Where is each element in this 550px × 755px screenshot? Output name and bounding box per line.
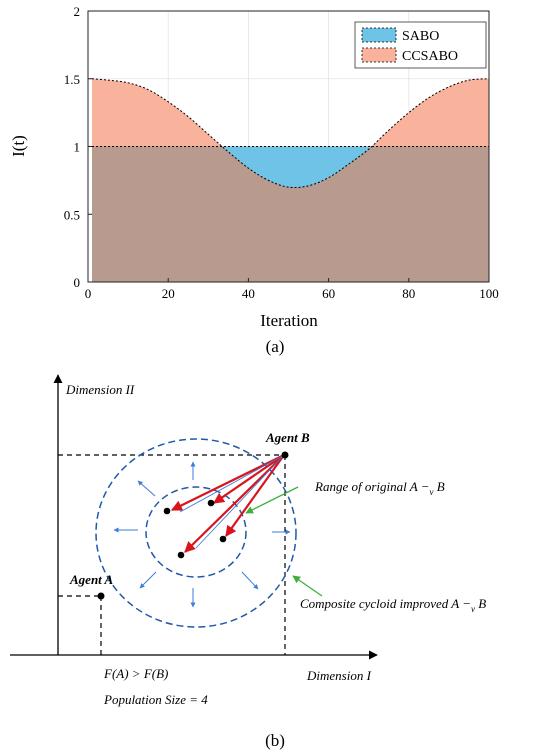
x-axis-label: Iteration	[260, 311, 318, 330]
update-arrow-1	[171, 454, 285, 511]
legend-label-sabo: SABO	[402, 29, 439, 44]
x-tick-label-60: 60	[322, 286, 335, 301]
y-tick-label-1: 1	[74, 140, 81, 155]
y-tick-label-0: 0	[74, 275, 81, 290]
ccsabo-line	[91, 78, 490, 189]
agent-a-label: Agent A	[69, 572, 114, 587]
update-arrow-3	[184, 454, 285, 553]
y-tick-label-2: 2	[74, 4, 81, 19]
y-axis-label: I(t)	[9, 135, 28, 157]
update-arrows	[171, 454, 285, 553]
legend-label-ccsabo: CCSABO	[402, 49, 458, 64]
inner-range-circle	[145, 486, 247, 578]
legend: SABO CCSABO	[354, 21, 487, 69]
update-arrow-2	[213, 454, 285, 504]
ticks: 0 20 40 60 80 100 0 0.5 1 1.5 2	[64, 4, 499, 301]
expansion-arrows	[113, 461, 291, 608]
agent-b-label: Agent B	[265, 430, 310, 445]
legend-swatch-ccsabo	[361, 47, 397, 63]
legend-swatch-sabo	[361, 27, 397, 43]
agent-b-point	[281, 451, 289, 459]
candidate-point-2	[207, 499, 215, 507]
expand-arrow-downright	[241, 571, 259, 590]
inner-range-label: Range of original A −v B	[314, 479, 445, 497]
expand-arrow-upleft	[137, 480, 156, 497]
outer-range-pointer	[292, 575, 323, 597]
overlap-area	[92, 146, 489, 282]
x-tick-label-20: 20	[162, 286, 175, 301]
candidate-point-4	[219, 535, 227, 543]
panel-a-chart: 0 20 40 60 80 100 0 0.5 1 1.5 2 Iteration I(t) (a)…	[9, 4, 499, 356]
fitness-condition: F(A) > F(B)	[103, 666, 168, 681]
x-tick-label-100: 100	[479, 286, 499, 301]
inner-range-pointer	[245, 486, 299, 514]
x-tick-label-0: 0	[85, 286, 92, 301]
x-tick-label-80: 80	[402, 286, 415, 301]
panel-a-label: (a)	[266, 337, 285, 356]
dimension-ii-label: Dimension II	[65, 382, 135, 397]
panel-b-label: (b)	[265, 731, 285, 750]
original-line-2	[195, 454, 285, 549]
y-tick-label-1.5: 1.5	[64, 72, 80, 87]
candidate-point-1	[163, 507, 171, 515]
agent-a-point	[97, 592, 105, 600]
y-tick-label-0.5: 0.5	[64, 207, 80, 222]
dimension-i-label: Dimension I	[306, 668, 372, 683]
candidate-point-3	[177, 551, 185, 559]
x-tick-label-40: 40	[242, 286, 255, 301]
panel-b-diagram: Dimension II Dimension I	[10, 374, 486, 750]
outer-range-label: Composite cycloid improved A −v B	[300, 596, 486, 614]
population-size: Population Size = 4	[103, 692, 208, 707]
expand-arrow-downleft	[139, 571, 157, 589]
original-update-lines	[179, 454, 285, 549]
original-line-1	[179, 454, 285, 513]
outer-range-circle	[95, 438, 297, 628]
update-arrow-4	[225, 454, 285, 537]
